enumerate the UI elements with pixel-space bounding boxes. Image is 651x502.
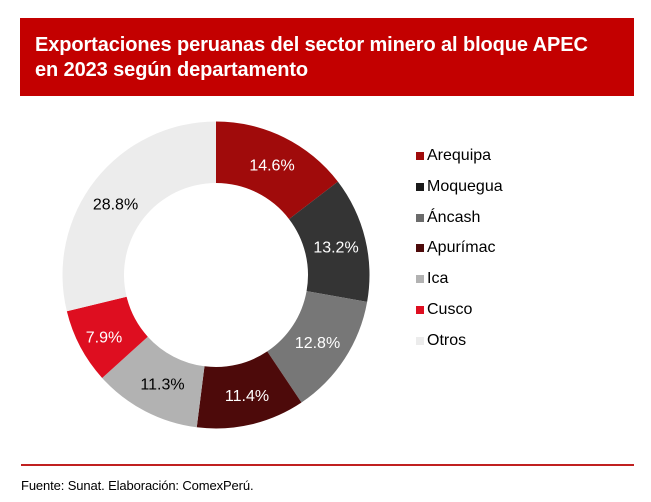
svg-text:12.8%: 12.8% bbox=[295, 335, 340, 352]
svg-text:28.8%: 28.8% bbox=[93, 197, 138, 214]
svg-text:11.3%: 11.3% bbox=[140, 377, 184, 394]
svg-text:11.4%: 11.4% bbox=[225, 388, 269, 405]
svg-text:7.9%: 7.9% bbox=[86, 330, 122, 347]
svg-text:14.6%: 14.6% bbox=[249, 158, 294, 175]
svg-text:13.2%: 13.2% bbox=[313, 240, 358, 257]
